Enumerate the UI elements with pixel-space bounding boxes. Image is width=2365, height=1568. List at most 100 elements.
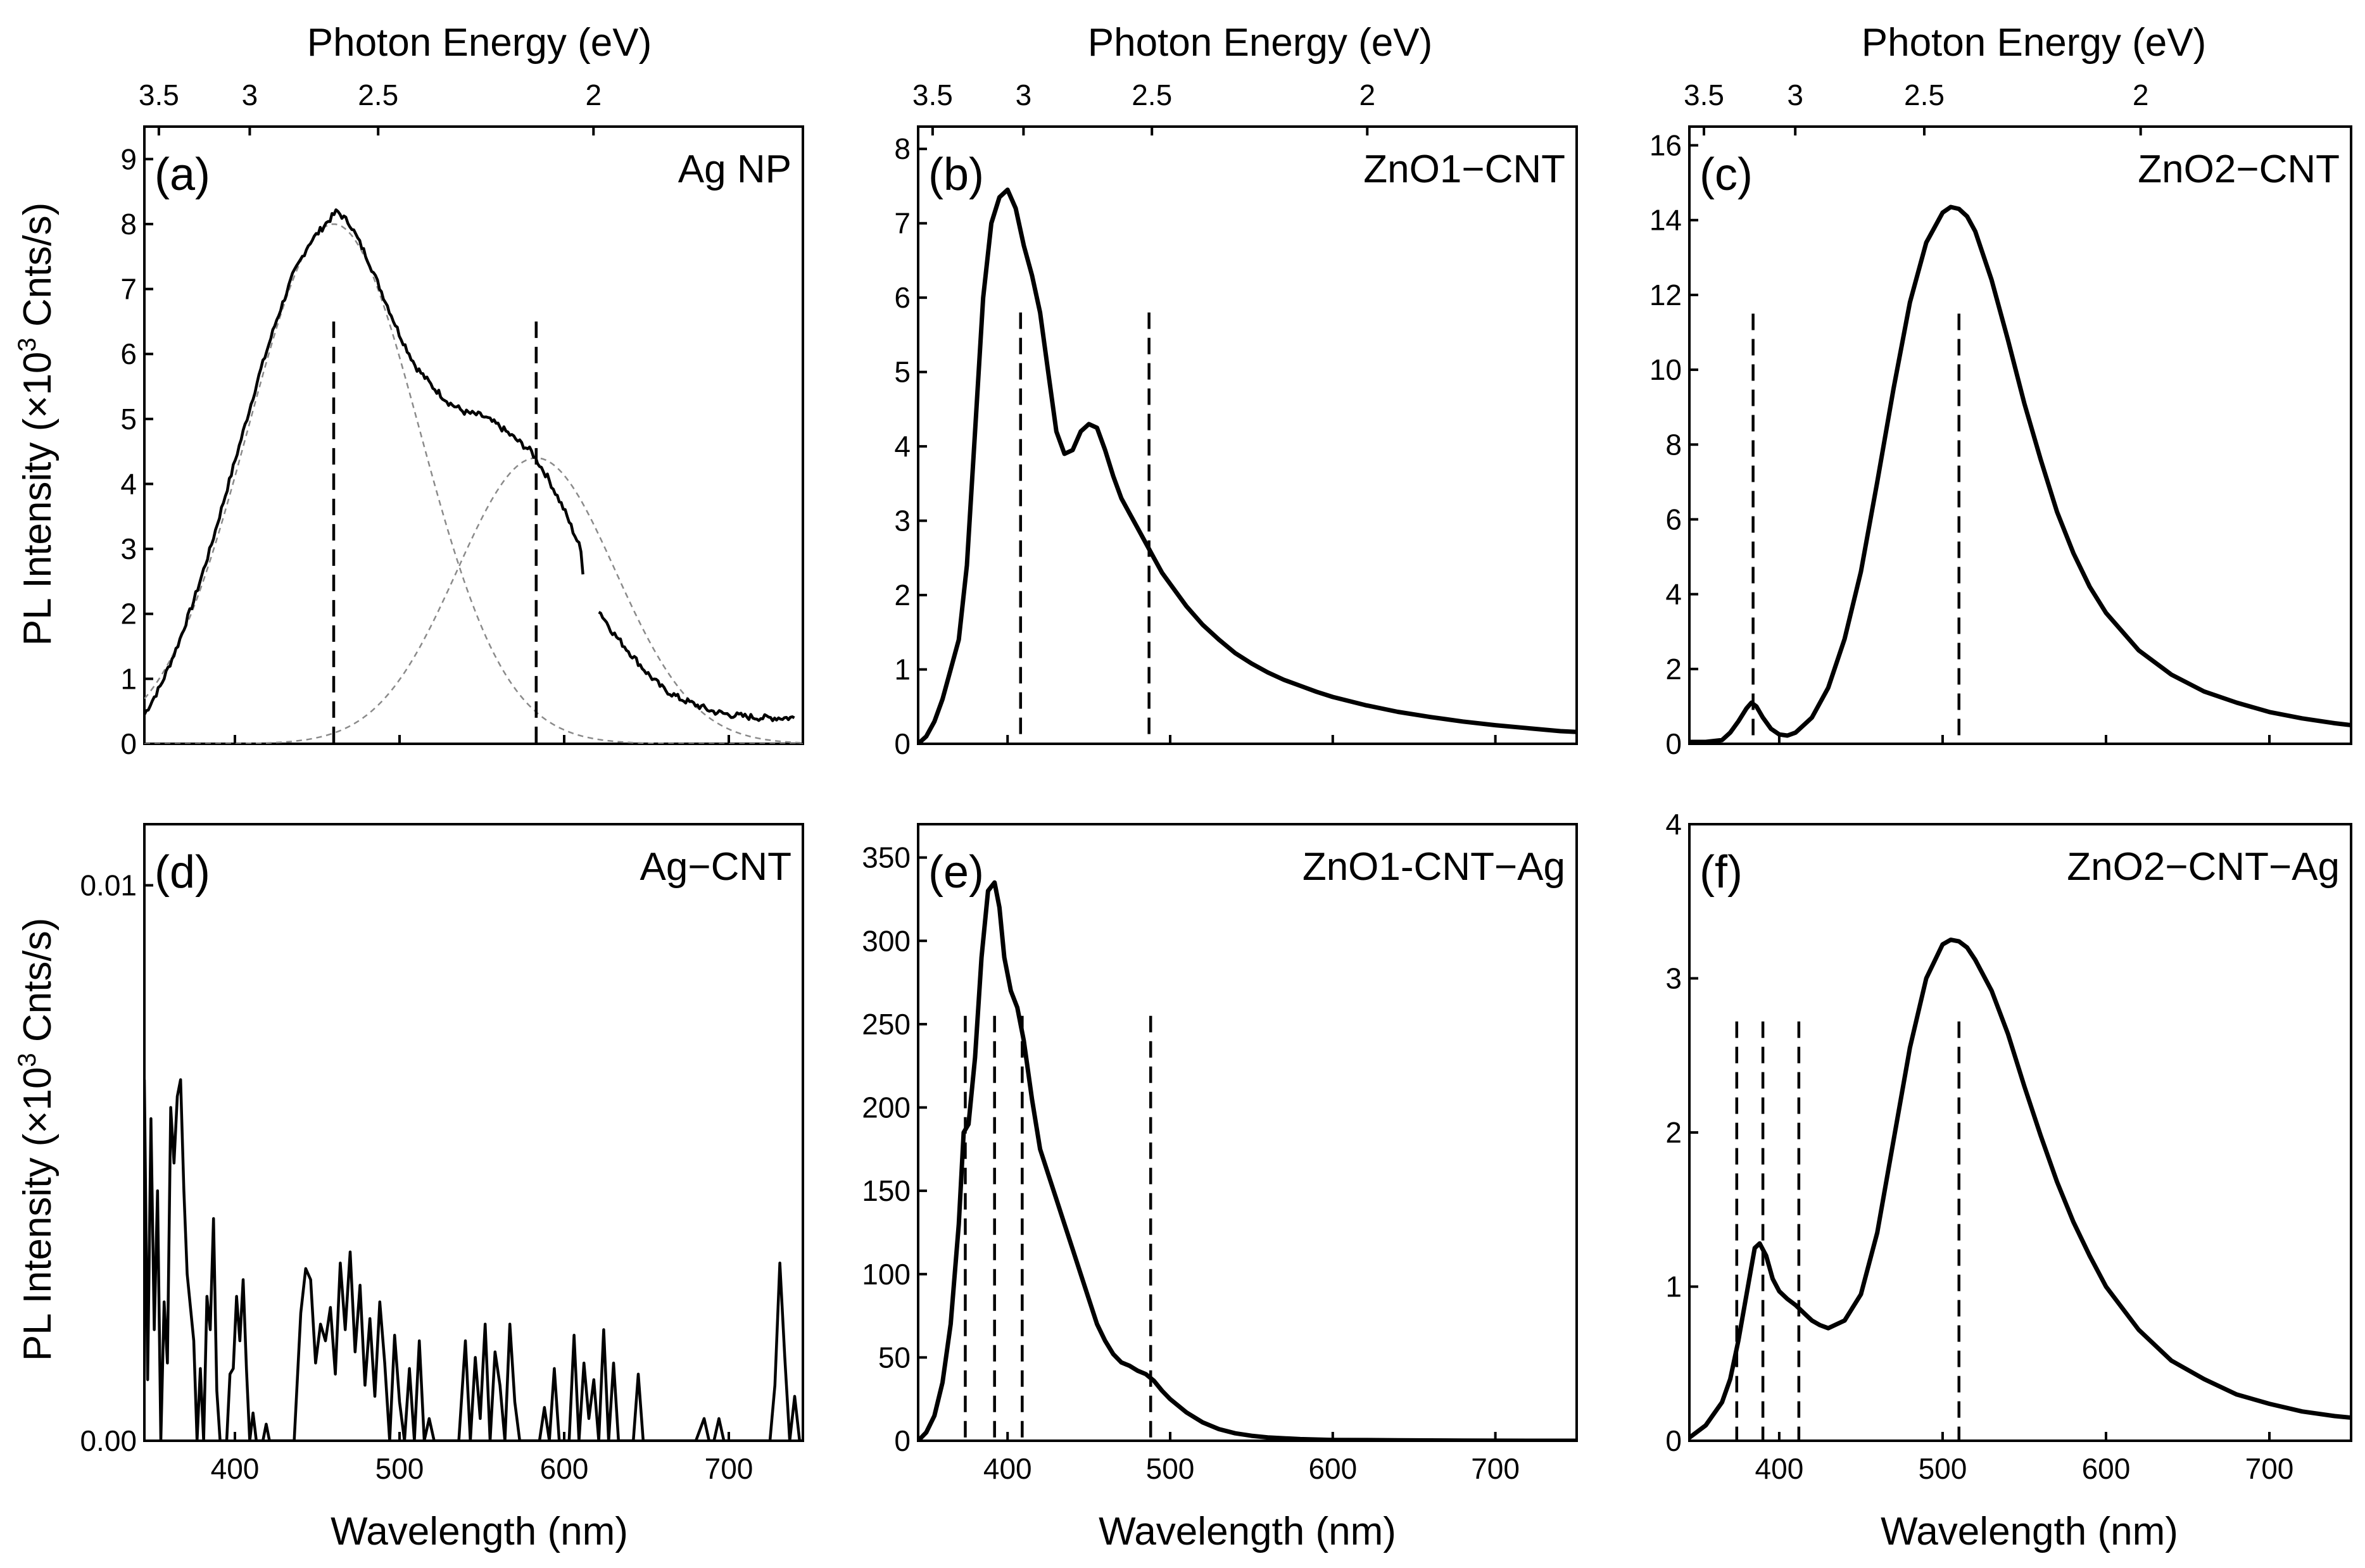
- y-tick-label: 7: [894, 207, 911, 240]
- panel-e: 0 50 100 150 200 250 300 350 400 500 600 700 (e) ZnO1…: [862, 823, 1578, 1485]
- y-tick-label: 100: [862, 1258, 911, 1291]
- series-line: [1689, 204, 2351, 744]
- y-tick-label: 14: [1649, 204, 1682, 237]
- sample-label: ZnO1-CNT−Ag: [1302, 845, 1565, 889]
- bottom-axis-label-col3: Wavelength (nm): [1881, 1510, 2178, 1553]
- y-tick-label: 6: [894, 281, 911, 314]
- y-tick-label: 200: [862, 1091, 911, 1124]
- y-axis-label-suffix: Cnts/s): [16, 203, 60, 338]
- y-tick-label: 10: [1649, 353, 1682, 386]
- x-tick-label: 600: [540, 1452, 589, 1485]
- series-line: [918, 880, 1577, 1441]
- bottom-axis-label-col2: Wavelength (nm): [1099, 1510, 1396, 1553]
- y-tick-label: 1: [1665, 1270, 1682, 1303]
- sample-label: Ag−CNT: [640, 845, 791, 889]
- y-tick-label: 2: [894, 579, 911, 612]
- x-tick-label: 600: [1308, 1452, 1357, 1485]
- y-tick-label: 300: [862, 924, 911, 957]
- y-tick-label: 6: [120, 337, 137, 370]
- y-tick-label: 12: [1649, 279, 1682, 311]
- y-tick-label: 4: [894, 430, 911, 463]
- x-tick-label: 700: [705, 1452, 754, 1485]
- plot-area: [144, 1078, 803, 1441]
- top-tick-label: 2: [2133, 78, 2149, 111]
- panel-label: (b): [928, 149, 984, 200]
- series-line: [918, 187, 1577, 744]
- sample-label: ZnO2−CNT−Ag: [2067, 845, 2340, 889]
- y-axis-label-exponent: 3: [13, 337, 41, 351]
- bottom-axis-label-col1: Wavelength (nm): [331, 1510, 628, 1553]
- panel-a: 0 1 2 3 4 5 6 7 8 93.5 3 2.5 2 (a) Ag NP: [120, 78, 804, 760]
- series-line: [1689, 938, 2351, 1440]
- y-tick-label: 2: [1665, 653, 1682, 686]
- series-line: [144, 1078, 803, 1441]
- plot-frame: [917, 823, 1578, 1442]
- y-axis-label-bottom: PL Intensity (×103 Cnts/s): [13, 918, 60, 1362]
- y-axis-label-prefix: PL Intensity (×10: [16, 352, 60, 646]
- x-tick-label: 500: [1919, 1452, 1967, 1485]
- sample-label: ZnO1−CNT: [1363, 147, 1565, 191]
- y-tick-label: 5: [894, 356, 911, 389]
- top-axis-label-col1: Photon Energy (eV): [307, 21, 652, 65]
- plot-frame: [1688, 125, 2352, 745]
- plot-frame: [143, 125, 804, 745]
- y-axis-label-top: PL Intensity (×103 Cnts/s): [13, 203, 60, 646]
- y-tick-label: 0: [894, 1424, 911, 1457]
- y-tick-label: 3: [120, 532, 137, 565]
- panel-label: (f): [1700, 847, 1743, 898]
- panel-c: 0 2 4 6 8 10 12 14 163.5 3 2.5 2 (c) ZnO2−CNT: [1649, 78, 2352, 760]
- top-tick-label: 2.5: [358, 78, 398, 111]
- y-tick-label: 7: [120, 273, 137, 306]
- y-axis-label-suffix: Cnts/s): [16, 918, 60, 1053]
- plot-area: [918, 880, 1577, 1441]
- y-tick-label: 8: [1665, 428, 1682, 461]
- x-tick-label: 500: [375, 1452, 424, 1485]
- y-tick-label: 0: [894, 727, 911, 760]
- panel-label: (d): [155, 847, 210, 898]
- y-tick-label: 4: [120, 467, 137, 500]
- y-tick-label: 1: [120, 662, 137, 695]
- panel-d: 0.00 0.01 400 500 600 700 (d) Ag−CNT: [80, 823, 804, 1485]
- y-tick-label: 8: [120, 208, 137, 241]
- y-tick-label: 3: [1665, 962, 1682, 995]
- y-tick-label: 350: [862, 841, 911, 874]
- panel-label: (a): [155, 149, 210, 200]
- x-tick-label: 700: [1471, 1452, 1520, 1485]
- sample-label: Ag NP: [678, 147, 791, 191]
- plot-frame: [917, 125, 1578, 745]
- panel-b: 0 1 2 3 4 5 6 7 83.5 3 2.5 2 (b) ZnO1−CNT: [894, 78, 1578, 760]
- top-tick-label: 2: [585, 78, 602, 111]
- y-tick-label: 5: [120, 403, 137, 436]
- y-tick-label: 0.00: [80, 1424, 137, 1457]
- x-tick-label: 600: [2082, 1452, 2131, 1485]
- top-tick-label: 3.5: [1684, 78, 1724, 111]
- x-tick-label: 700: [2245, 1452, 2294, 1485]
- y-tick-label: 250: [862, 1008, 911, 1041]
- top-tick-label: 2: [1359, 78, 1375, 111]
- plot-area: [918, 187, 1577, 744]
- top-tick-label: 3.5: [912, 78, 953, 111]
- top-axis-label-col3: Photon Energy (eV): [1862, 21, 2207, 65]
- y-tick-label: 2: [120, 598, 137, 630]
- y-axis-label-prefix: PL Intensity (×10: [16, 1067, 60, 1362]
- y-tick-label: 16: [1649, 129, 1682, 162]
- y-tick-label: 50: [878, 1341, 911, 1374]
- gaussian-fit-1: [144, 223, 803, 744]
- y-tick-label: 4: [1665, 578, 1682, 611]
- y-tick-label: 8: [894, 132, 911, 165]
- x-tick-label: 400: [983, 1452, 1032, 1485]
- gaussian-fit-2: [144, 457, 803, 744]
- series-line: [144, 208, 795, 722]
- sample-label: ZnO2−CNT: [2138, 147, 2340, 191]
- panel-label: (e): [928, 847, 984, 898]
- y-tick-label: 3: [894, 505, 911, 537]
- y-tick-label: 1: [894, 653, 911, 686]
- y-tick-label: 2: [1665, 1116, 1682, 1149]
- top-tick-label: 3: [1787, 78, 1803, 111]
- top-tick-label: 2.5: [1132, 78, 1172, 111]
- y-tick-label: 9: [120, 142, 137, 175]
- panel-f: 0 1 2 3 4 400 500 600 700 (f) ZnO2−CNT−Ag: [1665, 808, 2352, 1485]
- x-tick-label: 400: [211, 1452, 260, 1485]
